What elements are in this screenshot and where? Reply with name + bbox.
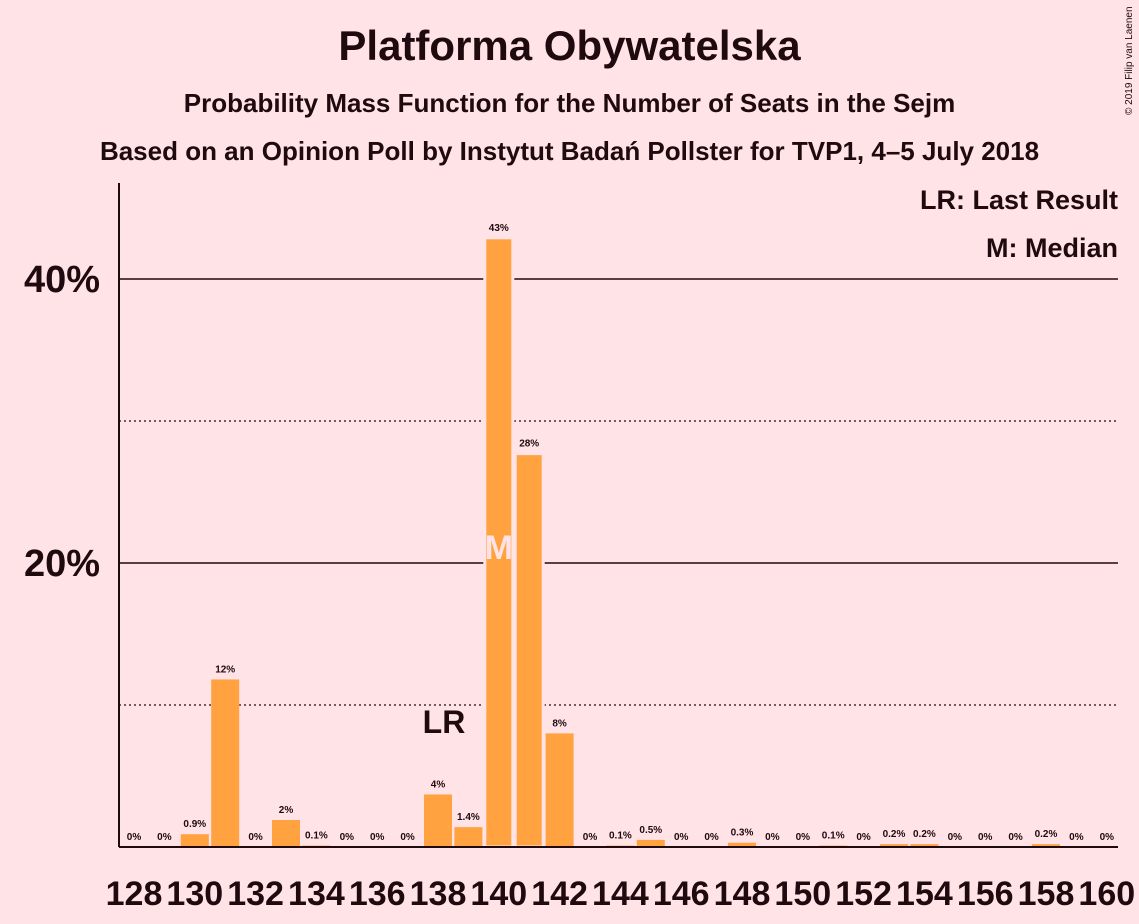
bar-seat-131 (211, 679, 240, 847)
last-result-marker: LR (423, 704, 466, 740)
bar-value-label: 0% (796, 832, 811, 843)
bar-seat-148 (728, 842, 756, 847)
bar-seat-130 (180, 834, 209, 847)
x-tick-label: 152 (835, 875, 892, 913)
bar-value-label: 8% (552, 718, 567, 729)
bar-seat-138 (424, 794, 452, 847)
bar-value-label: 0.1% (822, 831, 845, 842)
bar-value-label: 0% (674, 832, 689, 843)
legend-median: M: Median (986, 233, 1118, 263)
x-tick-label: 150 (774, 875, 831, 913)
bar-value-label: 0.5% (639, 825, 662, 836)
bar-value-label: 0.2% (1035, 829, 1058, 840)
bar-value-label: 4% (431, 779, 446, 790)
x-tick-label: 138 (410, 875, 467, 913)
bar-value-label: 0% (157, 832, 172, 843)
bar-value-label: 0% (400, 832, 415, 843)
bar-value-label: 28% (519, 439, 539, 450)
x-tick-label: 154 (896, 875, 953, 913)
bar-seat-141 (513, 452, 545, 849)
bar-seat-145 (636, 839, 665, 847)
x-tick-label: 146 (653, 875, 710, 913)
y-tick-label: 20% (24, 543, 100, 585)
bar-value-label: 0% (948, 832, 963, 843)
bar-seat-133 (272, 820, 300, 847)
x-tick-label: 136 (349, 875, 406, 913)
bar-value-label: 12% (215, 664, 235, 675)
bar-value-label: 0% (1008, 832, 1023, 843)
x-tick-label: 144 (592, 875, 649, 913)
x-tick-label: 130 (166, 875, 223, 913)
legend-last-result: LR: Last Result (920, 185, 1118, 215)
bar-value-label: 1.4% (457, 812, 480, 823)
x-tick-label: 140 (470, 875, 527, 913)
bar-value-label: 0.3% (731, 828, 754, 839)
y-tick-label: 40% (24, 259, 100, 301)
chart-title: Platforma Obywatelska (338, 22, 801, 69)
bar-value-label: 0% (248, 832, 263, 843)
bar-seat-139 (454, 827, 483, 847)
median-marker: M (485, 529, 513, 567)
bar-value-label: 0% (127, 832, 142, 843)
bar-value-label: 2% (279, 805, 294, 816)
x-tick-label: 134 (288, 875, 345, 913)
bar-value-label: 0% (978, 832, 993, 843)
bar-value-label: 0.1% (305, 831, 328, 842)
bar-value-label: 0% (1100, 832, 1115, 843)
chart-source-subtitle: Based on an Opinion Poll by Instytut Bad… (99, 136, 1040, 166)
bar-value-label: 0% (1069, 832, 1084, 843)
bar-seat-154 (910, 844, 939, 847)
bar-value-label: 0% (583, 832, 598, 843)
bar-value-label: 0% (765, 832, 780, 843)
bar-value-label: 0% (856, 832, 871, 843)
bar-seat-153 (880, 844, 908, 847)
bar-value-label: 0% (704, 832, 719, 843)
bar-value-label: 0.9% (183, 819, 206, 830)
x-tick-label: 132 (227, 875, 284, 913)
bar-value-label: 0.2% (913, 829, 936, 840)
bar-value-label: 43% (489, 223, 509, 234)
bar-value-label: 0% (370, 832, 385, 843)
bar-value-label: 0.1% (609, 831, 632, 842)
x-tick-label: 156 (957, 875, 1014, 913)
x-tick-label: 160 (1078, 875, 1135, 913)
x-tick-label: 148 (714, 875, 771, 913)
bar-value-label: 0% (340, 832, 355, 843)
x-tick-label: 158 (1018, 875, 1075, 913)
bar-seat-140 (483, 236, 515, 849)
bar-seat-142 (545, 733, 574, 847)
x-tick-label: 142 (531, 875, 588, 913)
chart-subtitle: Probability Mass Function for the Number… (183, 88, 956, 118)
bar-value-label: 0.2% (883, 829, 906, 840)
x-tick-label: 128 (106, 875, 163, 913)
bar-seat-158 (1032, 844, 1060, 847)
